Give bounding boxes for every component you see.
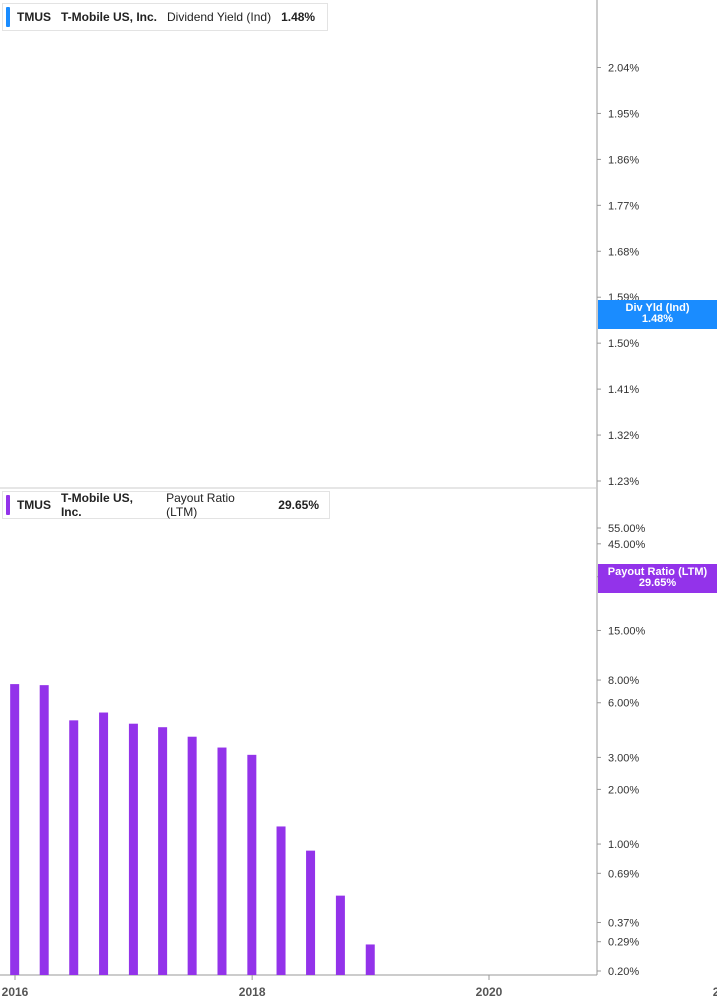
yield-tick-label: 1.23%: [608, 476, 639, 488]
payout-legend-swatch: [6, 495, 10, 515]
payout-bar: [128, 723, 138, 975]
payout-bar: [39, 685, 49, 975]
payout-tick-label: 0.37%: [608, 917, 639, 929]
yield-tick-label: 1.41%: [608, 384, 639, 396]
payout-tick-label: 8.00%: [608, 675, 639, 687]
x-tick-label: 2022: [713, 985, 717, 999]
yield-tick-label: 1.50%: [608, 338, 639, 350]
payout-tick-label: 55.00%: [608, 523, 646, 535]
top-legend-value: 1.48%: [281, 10, 316, 24]
payout-value-badge: Payout Ratio (LTM) 29.65%: [598, 564, 717, 593]
payout-bar: [99, 712, 109, 975]
top-legend-indicator: Dividend Yield (Ind): [167, 10, 272, 24]
yield-tick-label: 1.77%: [608, 200, 639, 212]
top-legend-company: T-Mobile US, Inc.: [61, 10, 158, 24]
bottom-legend-ticker: TMUS: [16, 498, 51, 512]
payout-tick-label: 6.00%: [608, 698, 639, 710]
bottom-legend-company: T-Mobile US, Inc.: [60, 491, 133, 519]
payout-bar: [187, 736, 197, 975]
bottom-legend-indicator: Payout Ratio (LTM): [166, 491, 235, 519]
payout-bar: [276, 826, 286, 975]
payout-tick-label: 45.00%: [608, 539, 646, 551]
payout-bar: [158, 727, 168, 975]
x-tick-label: 2020: [476, 985, 503, 999]
payout-bar: [217, 747, 227, 975]
bottom-legend[interactable]: TMUS T-Mobile US, Inc. Payout Ratio (LTM…: [2, 491, 330, 519]
yield-badge-label: Div Yld (Ind): [625, 302, 690, 314]
payout-tick-label: 2.00%: [608, 784, 639, 796]
payout-badge-value: 29.65%: [638, 577, 677, 589]
payout-badge-label: Payout Ratio (LTM): [607, 566, 708, 578]
payout-tick-label: 3.00%: [608, 752, 639, 764]
payout-tick-label: 0.20%: [608, 966, 639, 978]
x-tick-label: 2016: [2, 985, 29, 999]
payout-tick-label: 15.00%: [608, 625, 646, 637]
top-legend-ticker: TMUS: [17, 10, 51, 24]
payout-bar: [69, 720, 79, 975]
yield-tick-label: 1.32%: [608, 430, 639, 442]
x-tick-label: 2018: [239, 985, 266, 999]
payout-bar: [365, 944, 375, 975]
payout-bar: [10, 684, 20, 975]
yield-badge-value: 1.48%: [641, 313, 674, 325]
yield-value-badge: Div Yld (Ind) 1.48%: [598, 300, 717, 329]
yield-tick-label: 1.68%: [608, 246, 639, 258]
payout-bar: [306, 850, 316, 975]
yield-legend-swatch: [6, 7, 10, 27]
payout-bar: [247, 754, 257, 975]
payout-tick-label: 1.00%: [608, 839, 639, 851]
payout-tick-label: 0.69%: [608, 868, 639, 880]
payout-tick-label: 0.29%: [608, 937, 639, 949]
yield-tick-label: 1.95%: [608, 108, 639, 120]
payout-bar: [335, 895, 345, 975]
top-legend[interactable]: TMUS T-Mobile US, Inc. Dividend Yield (I…: [2, 3, 328, 31]
yield-tick-label: 1.86%: [608, 154, 639, 166]
yield-tick-label: 2.04%: [608, 62, 639, 74]
bottom-legend-value: 29.65%: [278, 498, 319, 512]
